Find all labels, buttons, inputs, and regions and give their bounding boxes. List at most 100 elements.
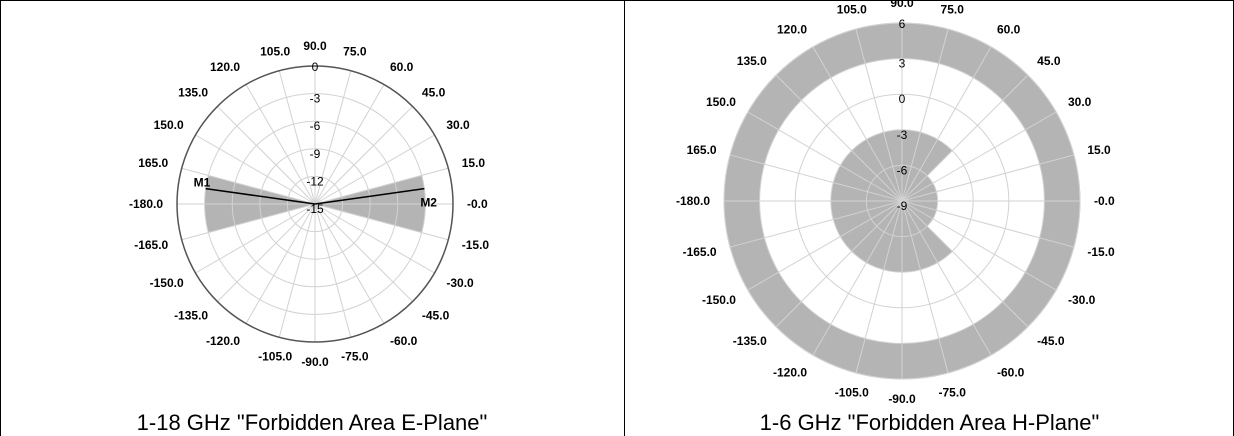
- grid-spoke-1-240: [812, 200, 903, 356]
- grid-spoke-0-315: [314, 203, 413, 302]
- angle-tick-label-1-17: -150.0: [702, 293, 736, 307]
- angle-tick-label-0-19: -180.0: [129, 197, 163, 211]
- grid-spoke-0-120: [245, 84, 316, 205]
- grid-spoke-0-225: [217, 203, 316, 302]
- angle-tick-label-1-0: 105.0: [837, 3, 867, 17]
- grid-spoke-1-60: [901, 46, 992, 202]
- marker-line-m2: [314, 187, 425, 205]
- angle-tick-label-0-9: -30.0: [446, 276, 474, 290]
- radial-tick-label-1-1: 3: [899, 57, 906, 71]
- radial-tick-label-1-5: -9: [897, 199, 908, 213]
- grid-spoke-0-135: [217, 106, 316, 205]
- angle-tick-label-1-3: 60.0: [997, 23, 1021, 37]
- angle-tick-label-1-4: 45.0: [1037, 54, 1061, 68]
- angle-tick-label-1-12: -75.0: [939, 385, 967, 399]
- grid-spoke-1-330: [901, 200, 1057, 291]
- panel-divider: [624, 0, 625, 436]
- angle-tick-label-0-12: -75.0: [341, 350, 369, 364]
- angle-tick-label-0-11: -60.0: [390, 334, 418, 348]
- grid-spoke-1-165: [729, 154, 903, 202]
- grid-spoke-0-330: [314, 203, 435, 274]
- radial-tick-label-0-2: -6: [310, 119, 321, 133]
- grid-spoke-1-345: [901, 200, 1075, 248]
- marker-label-m2: M2: [420, 196, 437, 210]
- grid-spoke-1-30: [901, 111, 1057, 202]
- radial-tick-label-0-4: -12: [306, 174, 324, 188]
- angle-tick-label-1-10: -45.0: [1037, 334, 1065, 348]
- angle-tick-label-1-22: 135.0: [737, 54, 767, 68]
- angle-tick-label-1-8: -15.0: [1087, 245, 1115, 259]
- grid-spoke-0-45: [314, 106, 413, 205]
- grid-spoke-1-15: [901, 154, 1075, 202]
- angle-tick-label-1-2: 75.0: [941, 3, 965, 17]
- grid-spoke-0-75: [314, 70, 352, 205]
- radial-tick-label-0-1: -3: [310, 92, 321, 106]
- grid-spoke-0-240: [245, 203, 316, 324]
- caption-e-plane: 1-18 GHz "Forbidden Area E-Plane": [136, 410, 488, 435]
- angle-tick-label-0-8: -15.0: [462, 238, 490, 252]
- radial-tick-label-1-2: 0: [899, 92, 906, 106]
- angle-tick-label-1-16: -135.0: [733, 334, 767, 348]
- angle-tick-label-1-18: -165.0: [683, 245, 717, 259]
- grid-spoke-0-285: [314, 203, 352, 338]
- angle-tick-label-1-5: 30.0: [1068, 95, 1092, 109]
- grid-spoke-0-150: [195, 134, 316, 205]
- grid-spoke-0-195: [181, 203, 316, 241]
- angle-tick-label-1-14: -90.0: [888, 392, 916, 406]
- grid-spoke-0-105: [278, 70, 316, 205]
- radial-tick-label-1-4: -6: [897, 163, 908, 177]
- angle-tick-label-0-5: 30.0: [446, 118, 470, 132]
- angle-tick-label-0-0: 105.0: [260, 44, 290, 58]
- grid-spoke-1-195: [729, 200, 903, 248]
- grid-spoke-0-300: [314, 203, 385, 324]
- grid-spoke-1-75: [901, 28, 949, 202]
- angle-tick-label-1-9: -30.0: [1068, 293, 1096, 307]
- angle-tick-label-1-23: 120.0: [777, 23, 807, 37]
- marker-label-m1: M1: [194, 176, 211, 190]
- angle-tick-label-1-7: -0.0: [1094, 194, 1115, 208]
- marker-line-m1: [205, 187, 316, 205]
- grid-spoke-1-315: [901, 200, 1029, 328]
- radial-tick-label-0-3: -9: [310, 147, 321, 161]
- angle-tick-label-1-6: 15.0: [1087, 143, 1111, 157]
- radial-tick-label-1-0: 6: [899, 17, 906, 31]
- angle-tick-label-0-10: -45.0: [422, 309, 450, 323]
- grid-spoke-1-135: [775, 74, 903, 202]
- grid-spoke-0-30: [314, 134, 435, 205]
- angle-tick-label-0-2: 75.0: [343, 44, 367, 58]
- angle-tick-label-0-13: -90.0: [301, 355, 329, 369]
- forbidden-region-1-0: [724, 23, 1028, 380]
- grid-spoke-0-165: [181, 167, 316, 205]
- outer-ring-0: [176, 65, 454, 343]
- forbidden-region-1-1: [1002, 75, 1080, 327]
- outer-ring-1: [723, 22, 1081, 380]
- grid-spoke-1-105: [855, 28, 903, 202]
- grid-spoke-1-150: [747, 111, 903, 202]
- angle-tick-label-0-4: 45.0: [422, 85, 446, 99]
- grid-spoke-0-210: [195, 203, 316, 274]
- caption-h-plane: 1-6 GHz "Forbidden Area H-Plane": [759, 410, 1100, 435]
- angle-tick-label-1-11: -60.0: [997, 365, 1025, 379]
- angle-tick-label-0-22: 135.0: [178, 85, 208, 99]
- angle-tick-label-0-21: 150.0: [154, 118, 184, 132]
- angle-tick-label-1-19: -180.0: [676, 194, 710, 208]
- grid-spoke-1-225: [775, 200, 903, 328]
- grid-spoke-0-60: [314, 84, 385, 205]
- angle-tick-label-0-14: -105.0: [258, 350, 292, 364]
- angle-tick-label-0-18: -165.0: [134, 238, 168, 252]
- angle-tick-label-0-1: 90.0: [303, 39, 327, 53]
- grid-spoke-1-45: [901, 74, 1029, 202]
- angle-tick-label-1-21: 150.0: [706, 95, 736, 109]
- grid-spoke-1-300: [901, 200, 992, 356]
- angle-tick-label-0-3: 60.0: [390, 60, 414, 74]
- angle-tick-label-0-23: 120.0: [210, 60, 240, 74]
- grid-spoke-0-255: [278, 203, 316, 338]
- grid-spoke-0-15: [314, 167, 449, 205]
- angle-tick-label-0-16: -135.0: [174, 309, 208, 323]
- grid-spoke-1-120: [812, 46, 903, 202]
- angle-tick-label-1-20: 165.0: [687, 143, 717, 157]
- angle-tick-label-1-15: -120.0: [773, 365, 807, 379]
- grid-spoke-1-285: [901, 200, 949, 374]
- angle-tick-label-0-17: -150.0: [150, 276, 184, 290]
- angle-tick-label-1-13: -105.0: [835, 385, 869, 399]
